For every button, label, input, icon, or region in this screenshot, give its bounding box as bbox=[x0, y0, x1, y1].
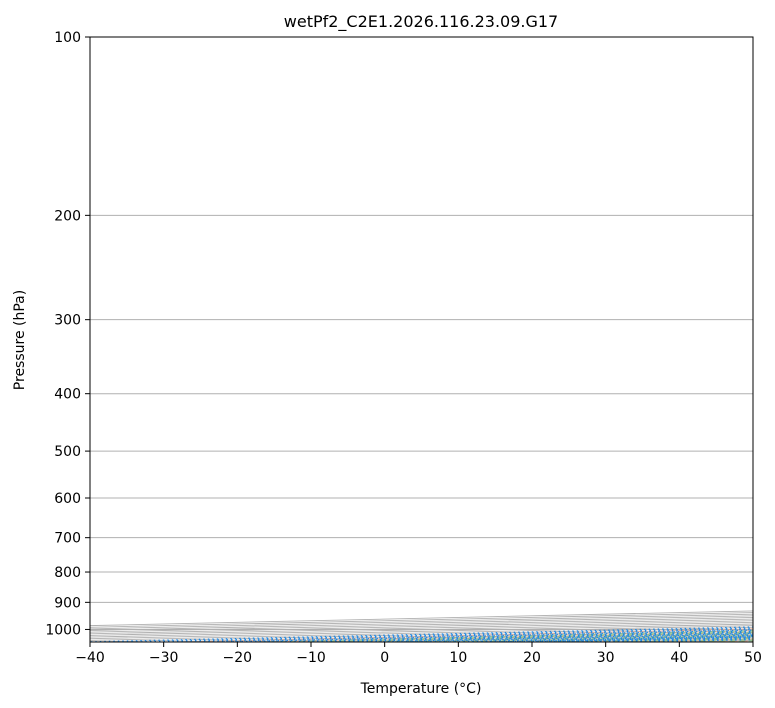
isotherm-line bbox=[458, 635, 753, 642]
x-tick-label: 20 bbox=[523, 650, 541, 666]
chart-title: wetPf2_C2E1.2026.116.23.09.G17 bbox=[284, 12, 558, 32]
moist-adiabat bbox=[403, 633, 753, 642]
mixing-ratio-line bbox=[572, 637, 753, 642]
y-axis-label: Pressure (hPa) bbox=[12, 290, 28, 390]
x-tick-label: −20 bbox=[223, 650, 253, 666]
dry-adiabat bbox=[412, 633, 753, 642]
moist-adiabat bbox=[602, 638, 753, 642]
plot-frame bbox=[89, 36, 754, 643]
x-tick-label: −40 bbox=[75, 650, 105, 666]
moist-adiabat bbox=[317, 631, 753, 642]
moist-adiabat bbox=[689, 640, 753, 642]
isotherm-line bbox=[679, 639, 753, 642]
y-tick-label: 1000 bbox=[45, 622, 81, 638]
isotherm-line bbox=[90, 612, 753, 628]
moist-adiabat bbox=[573, 637, 753, 642]
moist-adiabat bbox=[289, 630, 753, 642]
isotherm-line bbox=[90, 621, 753, 638]
isotherm-line bbox=[90, 616, 753, 633]
isotherm-line bbox=[90, 615, 753, 631]
mixing-ratio-line bbox=[218, 629, 753, 642]
dry-adiabat bbox=[562, 637, 753, 642]
y-tick-label: 700 bbox=[54, 531, 81, 547]
x-tick-label: 50 bbox=[744, 650, 762, 666]
x-tick-label: 40 bbox=[670, 650, 688, 666]
x-tick-label: 30 bbox=[597, 650, 615, 666]
isotherm-line bbox=[90, 618, 753, 635]
dry-adiabat bbox=[263, 630, 753, 642]
moist-adiabat bbox=[488, 635, 753, 642]
y-tick-label: 800 bbox=[54, 565, 81, 581]
x-tick-label: −10 bbox=[296, 650, 326, 666]
isotherm-line bbox=[163, 628, 753, 642]
dry-adiabat bbox=[188, 628, 753, 642]
dry-adiabat bbox=[338, 631, 753, 642]
isotherm-line bbox=[90, 626, 753, 642]
moist-adiabat bbox=[374, 632, 753, 642]
moist-adiabat bbox=[660, 639, 753, 642]
moist-adiabat bbox=[544, 636, 753, 642]
isotherm-line bbox=[384, 633, 753, 642]
x-axis-label: Temperature (°C) bbox=[360, 681, 482, 697]
y-tick-label: 300 bbox=[54, 313, 81, 329]
isotherm-line bbox=[237, 630, 753, 642]
y-tick-label: 400 bbox=[54, 387, 81, 403]
mixing-ratio-line bbox=[90, 626, 753, 642]
y-tick-label: 500 bbox=[54, 444, 81, 460]
x-tick-label: 0 bbox=[380, 650, 389, 666]
moist-adiabat bbox=[346, 632, 753, 642]
isotherm-line bbox=[531, 636, 753, 642]
moist-adiabat bbox=[459, 634, 753, 642]
y-tick-label: 900 bbox=[54, 595, 81, 611]
isotherm-line bbox=[90, 610, 753, 627]
x-tick-label: 10 bbox=[449, 650, 467, 666]
grid-layer bbox=[90, 37, 753, 642]
isotherm-line bbox=[310, 631, 753, 642]
y-tick-label: 600 bbox=[54, 491, 81, 507]
isotherm-line bbox=[90, 623, 753, 640]
isotherm-line bbox=[90, 625, 753, 641]
dry-adiabat bbox=[487, 635, 753, 642]
isotherm-line bbox=[752, 641, 753, 642]
isotherm-line bbox=[605, 638, 753, 642]
moist-adiabat bbox=[718, 640, 753, 642]
mixing-ratio-line bbox=[185, 628, 753, 642]
y-tick-label: 200 bbox=[54, 208, 81, 224]
dry-adiabat bbox=[636, 638, 753, 642]
mixing-ratio-line bbox=[131, 627, 753, 642]
axis-layer: −40 −30 −20 −10 0 10 20 30 40 50 100 200 300 400 500 60… bbox=[45, 30, 762, 666]
isotherm-line bbox=[90, 613, 753, 630]
y-tick-label: 100 bbox=[54, 30, 81, 46]
isotherm-line bbox=[90, 620, 753, 636]
dry-adiabat bbox=[711, 640, 753, 642]
x-tick-label: −30 bbox=[149, 650, 179, 666]
